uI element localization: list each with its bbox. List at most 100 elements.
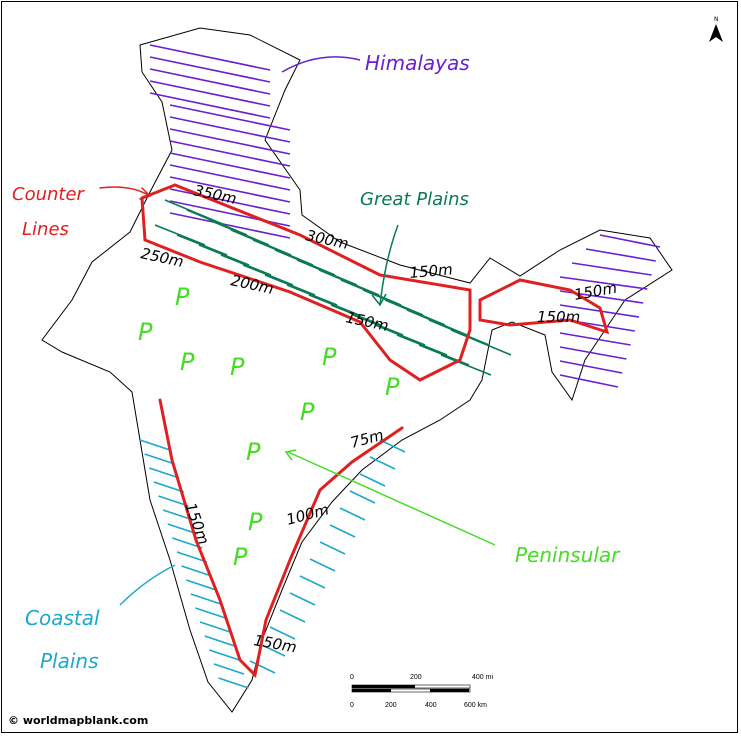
peninsula-mark: P xyxy=(385,373,400,401)
label-contour-lines: Counter xyxy=(12,184,86,205)
coastal-hatch xyxy=(359,473,386,487)
plains-hatch xyxy=(176,234,228,256)
himalaya-hatch xyxy=(559,332,631,346)
north-label: N xyxy=(714,16,719,23)
peninsula-mark: P xyxy=(246,438,261,466)
himalayas-pointer xyxy=(281,56,361,73)
himalaya-hatch xyxy=(169,188,291,215)
peninsula-mark: P xyxy=(175,283,190,311)
contour-value: 350m xyxy=(192,181,238,208)
label-coastal-plains: Plains xyxy=(40,649,99,673)
plains-hatch xyxy=(330,304,382,326)
plains-hatch xyxy=(198,244,250,266)
coastal-pointer xyxy=(119,564,176,606)
himalaya-hatch xyxy=(169,116,291,143)
plains-hatch xyxy=(374,324,426,346)
coastal-hatch xyxy=(144,453,175,465)
himalaya-hatch xyxy=(169,140,291,167)
credit-text: © worldmapblank.com xyxy=(8,714,149,727)
coastal-hatch xyxy=(349,490,376,504)
coastal-hatch xyxy=(176,551,208,563)
coastal-hatch xyxy=(299,575,326,589)
himalaya-hatch xyxy=(149,68,271,95)
coastal-hatch xyxy=(309,558,336,572)
scale-tick: 200 xyxy=(410,674,422,681)
coastal-hatch xyxy=(289,592,316,606)
contour-value: 100m xyxy=(284,500,330,529)
coastal-hatch xyxy=(339,507,366,521)
contour-value: 150m xyxy=(573,279,619,304)
peninsula-mark: P xyxy=(138,318,153,346)
coastal-hatch xyxy=(319,541,346,555)
coastal-hatch xyxy=(249,660,276,674)
scale-tick: 0 xyxy=(350,674,354,681)
plains-hatch xyxy=(220,254,272,276)
coastal-hatch xyxy=(199,621,231,633)
himalaya-hatch xyxy=(559,374,619,388)
coastal-hatch xyxy=(379,439,406,453)
label-great-plains: Great Plains xyxy=(360,189,469,210)
scale-tick: 600 km xyxy=(464,702,487,709)
himalaya-hatch xyxy=(169,104,291,131)
coastal-hatch xyxy=(279,609,306,623)
coastal-hatch xyxy=(329,524,356,538)
himalaya-hatch xyxy=(559,346,627,360)
coastal-hatch xyxy=(204,635,235,647)
peninsula-mark: P xyxy=(230,353,245,381)
coastal-hatch xyxy=(195,607,226,619)
scale-tick: 0 xyxy=(350,702,354,709)
peninsular-pointer xyxy=(284,449,496,546)
himalaya-hatch xyxy=(599,234,661,248)
coastal-hatch xyxy=(139,439,171,451)
plains-hatch xyxy=(286,284,338,306)
himalaya-hatch xyxy=(149,92,271,119)
plains-hatch xyxy=(396,334,448,356)
peninsula-mark: P xyxy=(300,398,315,426)
plains-hatch xyxy=(418,344,470,366)
contour-arrow xyxy=(99,186,152,200)
coastal-contour xyxy=(158,398,404,679)
plains-hatch xyxy=(242,264,294,286)
plains-hatch xyxy=(264,274,316,296)
scale-bar: 0 200 400 mi 0 200 400 600 km xyxy=(350,674,493,709)
peninsula-mark: P xyxy=(248,508,263,536)
label-contour-lines: Lines xyxy=(22,219,69,240)
himalaya-hatch xyxy=(571,262,652,276)
plains-hatch xyxy=(308,294,360,316)
contour-value: 150m xyxy=(181,500,213,547)
peninsula-mark: P xyxy=(180,348,195,376)
himalaya-hatch xyxy=(169,212,291,239)
plains-contour xyxy=(140,183,472,382)
coastal-hatch xyxy=(185,579,217,591)
coastal-hatch xyxy=(213,663,245,675)
plains-hatch xyxy=(450,329,512,356)
plains-hatch xyxy=(440,354,492,376)
label-himalayas: Himalayas xyxy=(365,51,470,75)
scale-tick: 200 xyxy=(385,702,397,709)
himalaya-hatch xyxy=(149,80,271,107)
coastal-hatch xyxy=(148,467,180,479)
himalaya-hatch xyxy=(149,56,271,83)
north-arrow: N xyxy=(709,16,723,42)
himalaya-hatch xyxy=(169,164,291,191)
himalaya-hatch xyxy=(559,360,623,374)
coastal-hatch xyxy=(269,626,296,640)
coastal-hatch xyxy=(369,456,396,470)
contour-value: 150m xyxy=(537,308,580,326)
india-outline xyxy=(41,27,673,713)
himalaya-hatch xyxy=(169,152,291,179)
coastal-hatch xyxy=(259,643,286,657)
plains-pointer xyxy=(371,224,399,307)
himalaya-hatch xyxy=(149,44,271,71)
coastal-hatch xyxy=(190,593,222,605)
coastal-hatch xyxy=(209,649,240,661)
label-peninsular: Peninsular xyxy=(515,543,621,567)
label-coastal-plains: Coastal xyxy=(25,606,100,630)
peninsula-mark: P xyxy=(233,543,248,571)
coastal-hatch xyxy=(181,565,212,577)
himalaya-hatch xyxy=(169,176,291,203)
contour-value: 250m xyxy=(139,244,185,271)
plains-hatch xyxy=(352,314,404,336)
